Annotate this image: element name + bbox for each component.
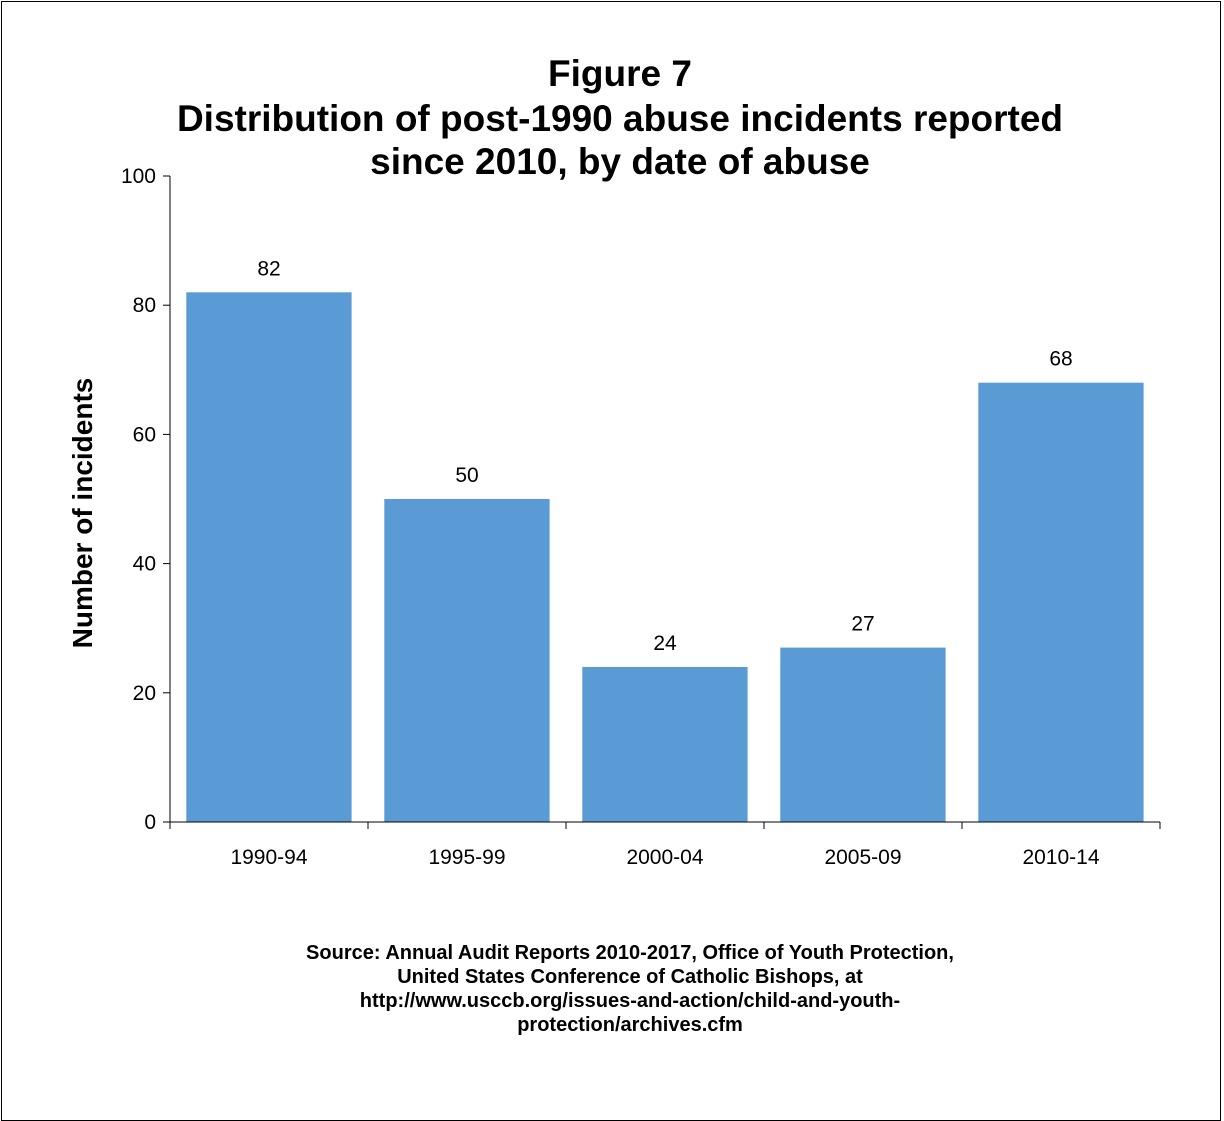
- source-line-3: http://www.usccb.org/issues-and-action/c…: [359, 990, 901, 1012]
- y-axis-label: Number of incidents: [67, 378, 98, 649]
- bar-2010-14: [978, 382, 1144, 822]
- y-tick-label-100: 100: [121, 165, 156, 188]
- data-label-2010-14: 68: [1049, 348, 1072, 371]
- bar-1995-99: [384, 499, 550, 822]
- data-label-2005-09: 27: [851, 613, 874, 636]
- y-tick-label-40: 40: [133, 553, 156, 576]
- data-label-1990-94: 82: [257, 257, 280, 280]
- y-tick-label-20: 20: [133, 682, 156, 705]
- source-line-2: United States Conference of Catholic Bis…: [397, 966, 863, 988]
- x-tick-label-2000-04: 2000-04: [626, 846, 703, 869]
- x-tick-label-2005-09: 2005-09: [824, 846, 901, 869]
- labels-layer: 82 1990-94 50 1995-99 24 2000-04 27 2005-09 68 20…: [121, 165, 1100, 869]
- axes-layer: [163, 175, 1161, 829]
- y-tick-label-60: 60: [133, 423, 156, 446]
- source-line-4: protection/archives.cfm: [517, 1014, 743, 1036]
- chart-title-line-2: Distribution of post-1990 abuse incident…: [176, 98, 1064, 139]
- chart-title-line-1: Figure 7: [548, 53, 692, 94]
- y-tick-label-0: 0: [144, 811, 156, 834]
- bar-2005-09: [780, 647, 946, 822]
- source-line-1: Source: Annual Audit Reports 2010-2017, …: [306, 942, 954, 964]
- x-tick-label-2010-14: 2010-14: [1022, 846, 1099, 869]
- bar-2000-04: [582, 667, 748, 822]
- bars-layer: [186, 292, 1144, 822]
- x-tick-label-1995-99: 1995-99: [428, 846, 505, 869]
- y-tick-label-80: 80: [133, 294, 156, 317]
- x-tick-label-1990-94: 1990-94: [230, 846, 307, 869]
- chart-title-line-3: since 2010, by date of abuse: [370, 141, 870, 182]
- bar-1990-94: [186, 292, 352, 822]
- bar-chart: 82 1990-94 50 1995-99 24 2000-04 27 2005-09 68 20…: [67, 165, 1161, 869]
- data-label-1995-99: 50: [455, 464, 478, 487]
- data-label-2000-04: 24: [653, 632, 677, 655]
- source-note: Source: Annual Audit Reports 2010-2017, …: [120, 941, 1140, 1037]
